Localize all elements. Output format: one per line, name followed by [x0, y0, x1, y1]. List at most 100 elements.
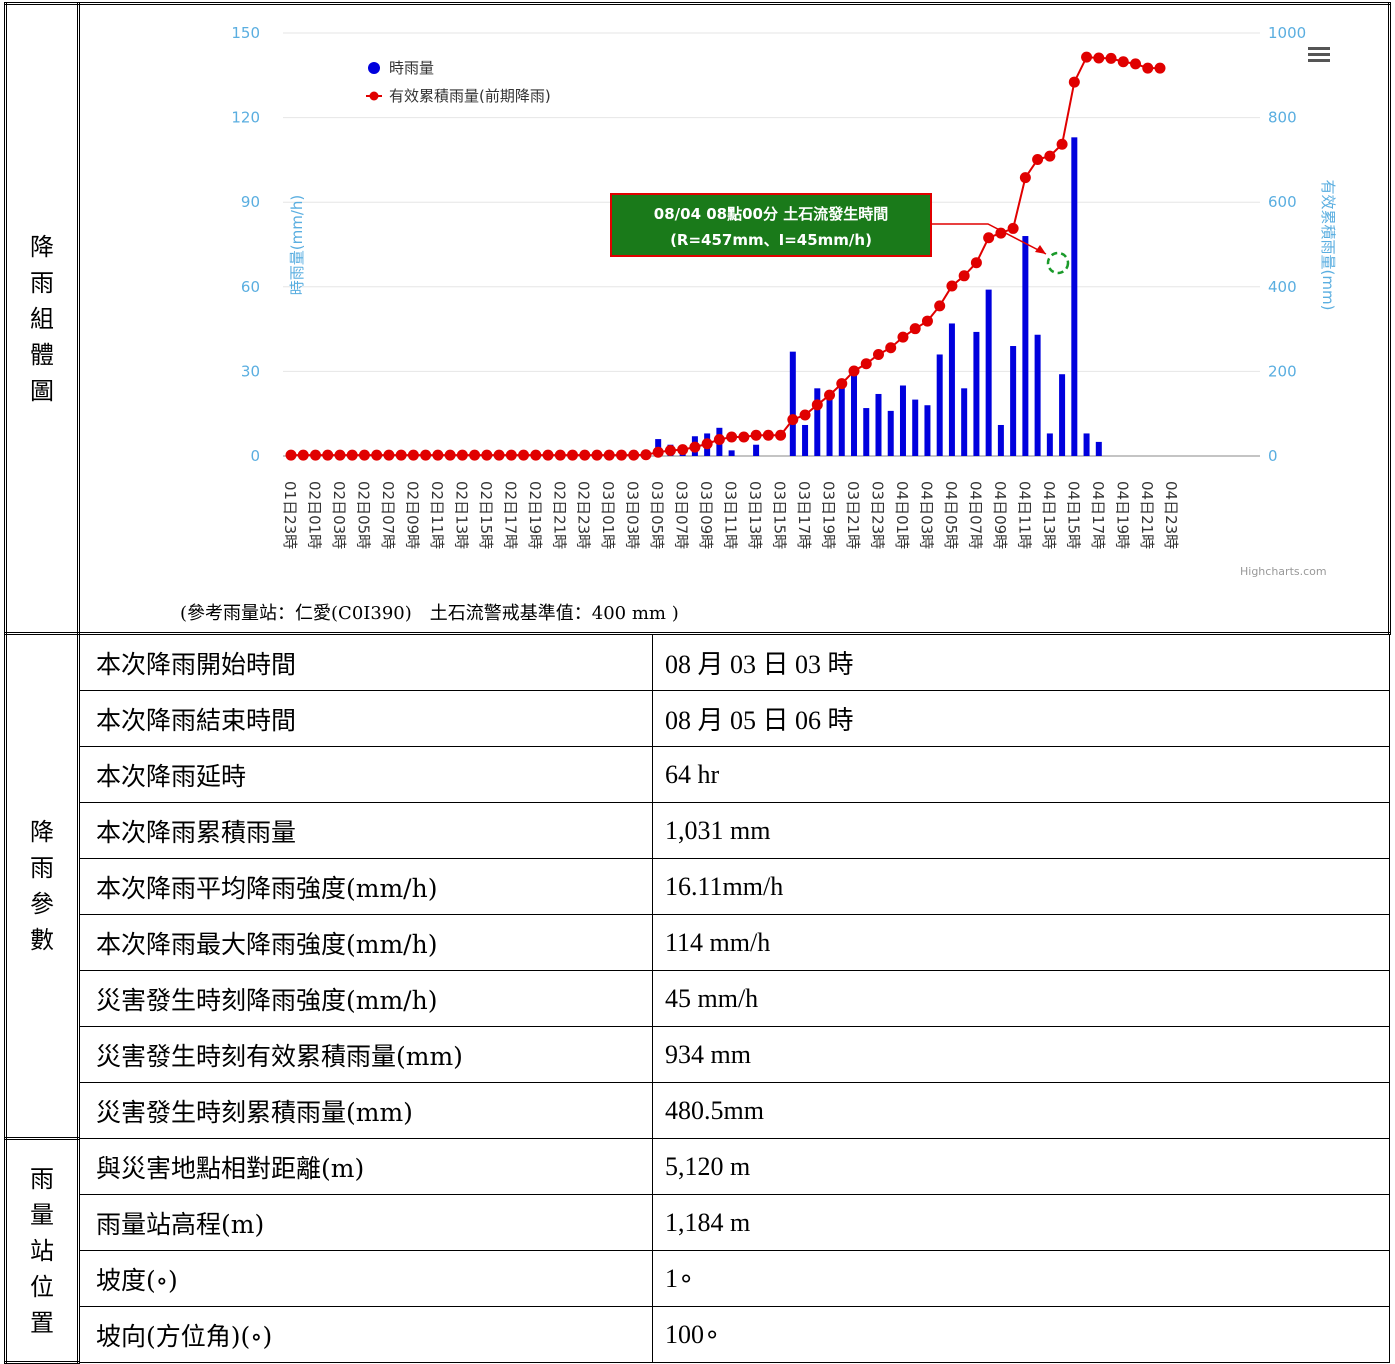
- line-point: [946, 280, 958, 292]
- bar: [802, 424, 809, 456]
- annotation-line2: (R=457mm、I=45mm/h): [670, 231, 872, 249]
- y-left-axis-title: 時雨量(mm/h): [288, 195, 306, 296]
- line-point: [970, 257, 982, 269]
- line-point: [762, 429, 774, 441]
- x-tick-label: 04日03時: [917, 481, 935, 549]
- line-point: [958, 270, 970, 282]
- line-point: [371, 449, 383, 461]
- table-row: 災害發生時刻降雨強度(mm/h) 45 mm/h: [6, 970, 1390, 1027]
- line-point: [701, 438, 713, 450]
- x-tick-label: 03日07時: [673, 481, 691, 549]
- y-left-tick-label: 0: [250, 447, 260, 465]
- param-label: 與災害地點相對距離(m): [78, 1138, 653, 1195]
- line-point: [395, 449, 407, 461]
- line-point: [848, 365, 860, 377]
- line-point: [1093, 52, 1105, 64]
- bar: [1034, 334, 1041, 456]
- line-point: [1154, 62, 1166, 74]
- bar: [997, 424, 1004, 456]
- menu-icon: [1308, 59, 1330, 62]
- line-point: [285, 449, 297, 461]
- line-point: [1056, 138, 1068, 150]
- x-tick-label: 04日11時: [1015, 481, 1033, 549]
- line-point: [1068, 76, 1080, 88]
- chart-caption: (參考雨量站：仁愛(C0I390) 土石流警戒基準值：400 mm ): [180, 603, 679, 624]
- bar: [753, 444, 760, 456]
- x-tick-label: 03日01時: [599, 481, 617, 549]
- rainfall-report-table: 降雨組體圖 0 30 60 90 120 150 0 200 400 600 800 1000 時雨量(…: [4, 2, 1391, 1364]
- x-tick-label: 03日09時: [697, 481, 715, 549]
- x-tick-label: 04日19時: [1113, 481, 1131, 549]
- annotation-arrow: [932, 223, 1047, 255]
- line-point: [297, 449, 309, 461]
- bar: [863, 408, 870, 456]
- param-value: 100∘: [652, 1306, 1390, 1363]
- table-row: 雨量站高程(m) 1,184 m: [6, 1194, 1390, 1251]
- line-point: [775, 429, 787, 441]
- param-value: 1∘: [652, 1250, 1390, 1307]
- table-row: 災害發生時刻有效累積雨量(mm) 934 mm: [6, 1026, 1390, 1083]
- line-point: [909, 323, 921, 335]
- chart-cell: 0 30 60 90 120 150 0 200 400 600 800 1000 時雨量(mm/h) 有…: [77, 2, 1391, 635]
- y-left-tick-label: 60: [241, 278, 260, 296]
- line-point: [542, 449, 554, 461]
- bar: [1022, 236, 1029, 456]
- menu-icon: [1308, 47, 1330, 50]
- line-point: [1007, 222, 1019, 234]
- bar: [985, 289, 992, 456]
- line-point: [518, 449, 530, 461]
- param-label: 本次降雨平均降雨強度(mm/h): [78, 858, 653, 915]
- bar: [887, 410, 894, 456]
- x-tick-label: 02日03時: [330, 481, 348, 549]
- line-point: [799, 409, 811, 421]
- annotation-box: [610, 193, 932, 257]
- bar: [936, 354, 943, 456]
- y-left-tick-label: 90: [241, 193, 260, 211]
- bar: [826, 391, 833, 456]
- line-point: [836, 378, 848, 390]
- line-point: [334, 449, 346, 461]
- param-label: 坡向(方位角)(∘): [78, 1306, 653, 1363]
- table-row: 坡向(方位角)(∘) 100∘: [6, 1306, 1390, 1363]
- bar: [948, 323, 955, 456]
- station-section-label: 雨量站位置: [4, 1137, 80, 1364]
- line-point: [420, 449, 432, 461]
- x-tick-label: 03日19時: [820, 481, 838, 549]
- legend-line-label: 有效累積雨量(前期降雨): [389, 87, 551, 105]
- bar: [1010, 346, 1017, 456]
- y-right-tick-label: 600: [1268, 193, 1297, 211]
- event-marker-ring: [1046, 251, 1070, 275]
- line-point: [713, 434, 725, 446]
- x-tick-label: 02日07時: [379, 481, 397, 549]
- param-label: 本次降雨延時: [78, 746, 653, 803]
- param-value: 1,184 m: [652, 1194, 1390, 1251]
- y-right-tick-label: 1000: [1268, 24, 1306, 42]
- bar: [1071, 137, 1078, 456]
- param-label: 災害發生時刻累積雨量(mm): [78, 1082, 653, 1139]
- x-tick-label: 03日15時: [771, 481, 789, 549]
- line-point: [689, 441, 701, 453]
- line-point: [1105, 52, 1117, 64]
- line-point: [640, 449, 652, 461]
- bar: [1095, 441, 1102, 456]
- x-tick-label: 01日23時: [281, 481, 299, 549]
- line-point: [407, 449, 419, 461]
- x-tick-label: 03日11時: [722, 481, 740, 549]
- bar: [875, 393, 882, 456]
- line-point: [1142, 62, 1154, 74]
- param-label: 災害發生時刻有效累積雨量(mm): [78, 1026, 653, 1083]
- param-value: 480.5mm: [652, 1082, 1390, 1139]
- annotation-line1: 08/04 08點00分 土石流發生時間: [654, 205, 888, 223]
- table-row: 雨量站位置與災害地點相對距離(m) 5,120 m: [4, 1137, 1390, 1364]
- x-tick-label: 04日07時: [966, 481, 984, 549]
- line-point: [383, 449, 395, 461]
- bar: [1059, 374, 1066, 456]
- x-tick-label: 04日21時: [1138, 481, 1156, 549]
- line-point: [505, 449, 517, 461]
- param-value: 1,031 mm: [652, 802, 1390, 859]
- x-tick-label: 02日17時: [501, 481, 519, 549]
- line-point: [677, 444, 689, 456]
- y-left-tick-label: 150: [231, 24, 260, 42]
- bar: [899, 385, 906, 456]
- x-tick-label: 02日01時: [305, 481, 323, 549]
